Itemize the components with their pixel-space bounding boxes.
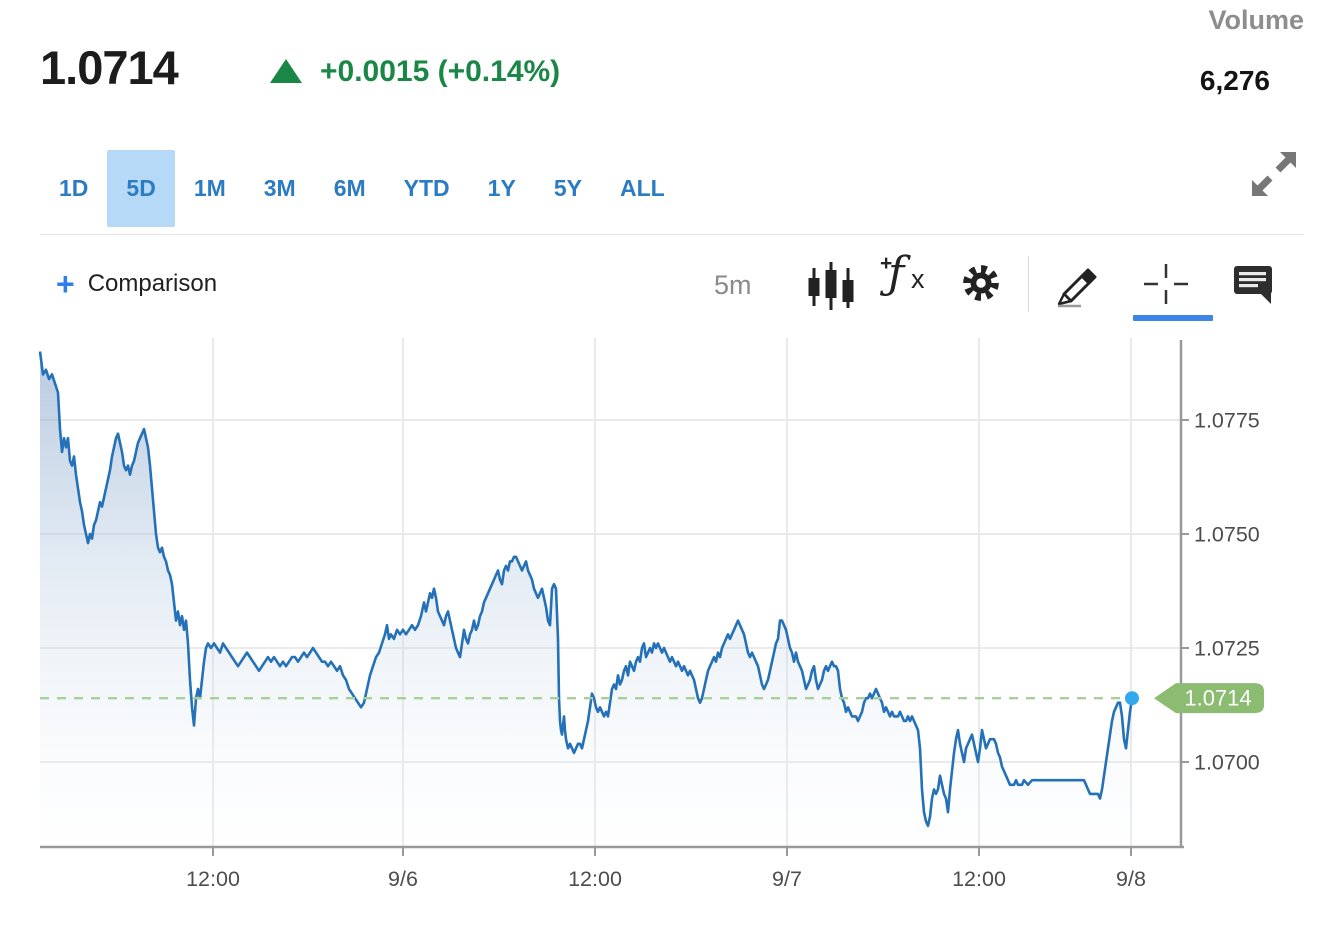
volume-label: Volume: [1208, 5, 1304, 35]
y-axis-label: 1.0775: [1194, 409, 1260, 433]
y-axis-label: 1.0700: [1194, 751, 1260, 775]
current-price: 1.0714: [40, 41, 179, 94]
pencil-icon: [1057, 268, 1097, 308]
x-axis-label: 9/6: [388, 867, 418, 891]
price-chart[interactable]: 12:00 9/6 12:00 9/7 12:00 9/8 1.0775 1.0750 1.07…: [0, 330, 1344, 926]
price-line: [38, 351, 1134, 828]
gear-icon: [963, 265, 999, 301]
x-axis-label: 9/8: [1116, 867, 1146, 891]
comments-button[interactable]: [1232, 262, 1274, 311]
x-axis-label: 12:00: [186, 867, 240, 891]
tab-6m[interactable]: 6M: [333, 175, 366, 201]
active-tool-underline: [1133, 315, 1213, 321]
fx-icon: + ƒ x: [880, 248, 925, 299]
range-tabs: 1D 5D 1M 3M 6M YTD 1Y 5Y ALL: [40, 150, 684, 227]
area-fill: [40, 351, 1132, 847]
expand-button[interactable]: [1246, 146, 1302, 202]
price-change: +0.0015 (+0.14%): [320, 55, 561, 88]
current-price-badge: [1154, 683, 1264, 714]
x-axis-label: 9/7: [772, 867, 802, 891]
expand-arrows-icon: [1252, 152, 1296, 196]
chart-style-button[interactable]: [806, 260, 856, 317]
tab-1d[interactable]: 1D: [59, 175, 89, 201]
interval-selector[interactable]: 5m: [714, 270, 752, 300]
tab-3m[interactable]: 3M: [263, 175, 296, 201]
x-axis-label: 12:00: [952, 867, 1006, 891]
indicators-button[interactable]: + ƒ x: [880, 248, 936, 310]
draw-button[interactable]: [1054, 258, 1102, 313]
comparison-label: Comparison: [87, 270, 218, 297]
y-axis-label: 1.0725: [1194, 637, 1260, 661]
y-axis-label: 1.0750: [1194, 523, 1260, 547]
candlestick-icon: [808, 262, 854, 310]
tab-all[interactable]: ALL: [619, 175, 665, 201]
current-price-badge-label: 1.0714: [1184, 686, 1251, 711]
plus-icon: +: [56, 266, 75, 302]
crosshair-tool-button[interactable]: [1144, 262, 1188, 311]
tab-1y[interactable]: 1Y: [487, 175, 516, 201]
tab-1m[interactable]: 1M: [193, 175, 226, 201]
last-price-dot: [1125, 691, 1139, 706]
tabs-divider: [40, 234, 1304, 235]
volume-block: Volume 6,276: [1124, 4, 1304, 98]
toolbar-divider: [1028, 256, 1029, 312]
crosshair-icon: [1144, 264, 1188, 304]
tab-5d[interactable]: 5D: [107, 150, 175, 227]
x-axis-label: 12:00: [568, 867, 622, 891]
price-up-triangle-icon: [270, 59, 302, 83]
volume-value: 6,276: [1199, 65, 1270, 97]
settings-button[interactable]: [960, 262, 1002, 309]
news-comments-icon: [1234, 266, 1272, 304]
tab-5y[interactable]: 5Y: [553, 175, 582, 201]
tab-ytd[interactable]: YTD: [403, 175, 450, 201]
add-comparison-button[interactable]: + Comparison: [56, 268, 217, 300]
